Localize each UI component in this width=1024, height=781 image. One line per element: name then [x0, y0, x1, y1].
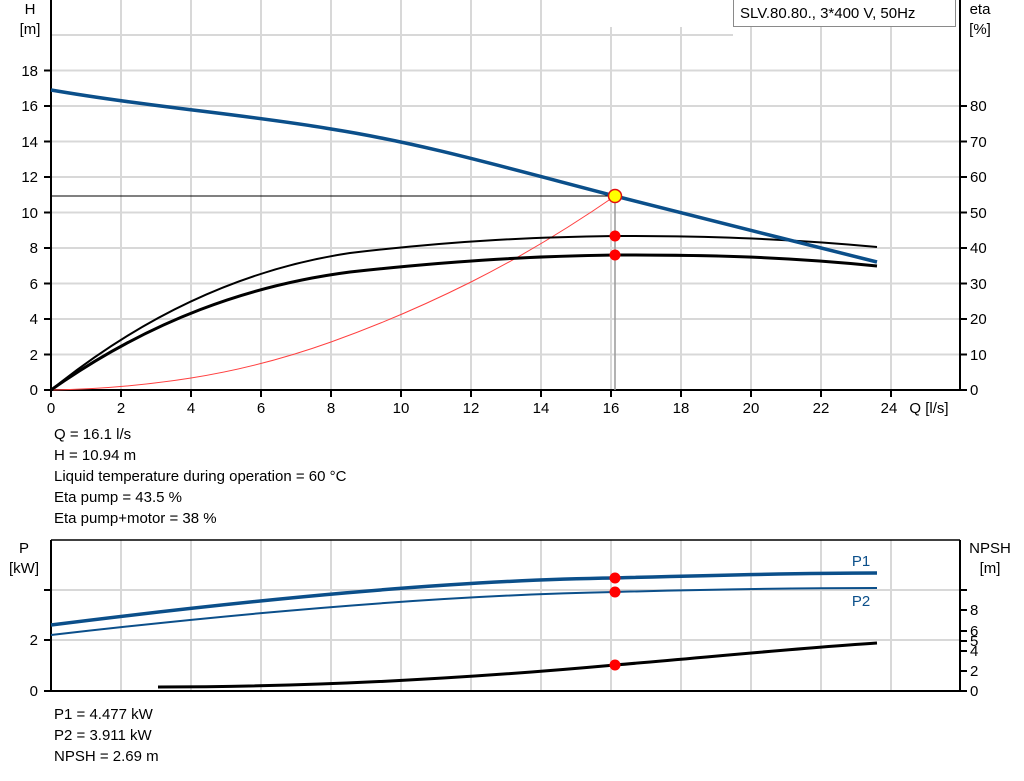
svg-text:14: 14 — [533, 400, 550, 417]
p1-marker — [609, 572, 621, 584]
svg-text:[m]: [m] — [20, 21, 41, 38]
lower-chart-grid — [51, 540, 959, 691]
svg-text:8: 8 — [970, 602, 978, 619]
svg-text:4: 4 — [970, 643, 978, 660]
svg-text:40: 40 — [970, 240, 987, 257]
svg-text:2: 2 — [970, 663, 978, 680]
npsh-marker — [609, 659, 621, 671]
npsh-value: NPSH = 2.69 m — [54, 748, 159, 765]
svg-text:2: 2 — [30, 347, 38, 364]
liquid-temperature: Liquid temperature during operation = 60… — [54, 468, 347, 485]
svg-text:60: 60 — [970, 169, 987, 186]
svg-text:22: 22 — [813, 400, 830, 417]
svg-text:5: 5 — [970, 633, 978, 650]
svg-text:2: 2 — [30, 632, 38, 649]
svg-text:4: 4 — [30, 311, 38, 328]
lower-chart-axes — [44, 539, 967, 692]
p1-label: P1 — [852, 553, 870, 570]
npsh-axis-title: NPSH [m] — [969, 540, 1011, 577]
svg-text:30: 30 — [970, 276, 987, 293]
p-axis-title: P [kW] — [9, 540, 39, 577]
power-info: P1 = 4.477 kW P2 = 3.911 kW NPSH = 2.69 … — [54, 704, 159, 767]
npsh-curve — [157, 641, 878, 689]
p-axis-tick-labels: 0 2 — [30, 632, 38, 700]
npsh-axis-tick-labels: 0 2 4 5 6 8 — [970, 602, 978, 700]
p1-value: P1 = 4.477 kW — [54, 706, 153, 723]
svg-text:16: 16 — [603, 400, 620, 417]
svg-text:12: 12 — [463, 400, 480, 417]
series-labels: P1 P2 — [852, 553, 870, 610]
p2-label: P2 — [852, 593, 870, 610]
upper-chart-grid — [51, 0, 959, 390]
q-axis-tick-labels: 0 2 4 6 8 10 12 14 16 18 20 22 24 Q [l/s… — [47, 400, 949, 417]
svg-text:Q [l/s]: Q [l/s] — [909, 400, 948, 417]
svg-text:18: 18 — [673, 400, 690, 417]
svg-text:4: 4 — [187, 400, 195, 417]
h-pump-curve — [50, 88, 878, 264]
svg-text:6: 6 — [30, 276, 38, 293]
svg-text:12: 12 — [21, 169, 38, 186]
eta-axis-tick-labels: 0 10 20 30 40 50 60 70 80 — [970, 98, 987, 399]
svg-text:20: 20 — [743, 400, 760, 417]
h-axis-tick-labels: 0 2 4 6 8 10 12 14 16 18 — [21, 63, 38, 399]
eta-pump-curve — [50, 234, 878, 391]
svg-text:20: 20 — [970, 311, 987, 328]
head-value: H = 10.94 m — [54, 447, 137, 464]
h-axis-title: H [m] — [20, 1, 41, 38]
svg-text:P: P — [19, 540, 29, 557]
p2-curve — [50, 587, 878, 636]
svg-text:70: 70 — [970, 134, 987, 151]
svg-text:10: 10 — [21, 205, 38, 222]
p1-curve — [50, 571, 878, 627]
flow-value: Q = 16.1 l/s — [54, 426, 132, 443]
eta-axis-title: eta [%] — [969, 1, 991, 38]
duty-point-marker — [607, 188, 623, 204]
operating-point-info: Q = 16.1 l/s H = 10.94 m Liquid temperat… — [54, 424, 346, 529]
svg-text:6: 6 — [970, 623, 978, 640]
svg-text:H: H — [25, 1, 36, 18]
eta-pump-value: Eta pump = 43.5 % — [54, 489, 182, 506]
p2-marker — [609, 586, 621, 598]
svg-text:14: 14 — [21, 134, 38, 151]
system-curve — [50, 195, 616, 391]
p2-value: P2 = 3.911 kW — [54, 727, 152, 744]
svg-text:[kW]: [kW] — [9, 560, 39, 577]
svg-text:8: 8 — [327, 400, 335, 417]
svg-text:10: 10 — [393, 400, 410, 417]
svg-text:0: 0 — [970, 382, 978, 399]
eta-pump-marker — [609, 230, 621, 242]
svg-text:NPSH: NPSH — [969, 540, 1011, 557]
eta-total-marker — [609, 249, 621, 261]
eta-pump-motor-curve — [50, 253, 878, 392]
svg-text:0: 0 — [30, 382, 38, 399]
svg-text:eta: eta — [970, 1, 992, 18]
svg-text:2: 2 — [117, 400, 125, 417]
svg-text:50: 50 — [970, 205, 987, 222]
svg-text:[%]: [%] — [969, 21, 991, 38]
upper-chart-axes — [44, 0, 967, 397]
model-label: SLV.80.80., 3*400 V, 50Hz — [733, 0, 956, 27]
svg-text:0: 0 — [47, 400, 55, 417]
svg-text:18: 18 — [21, 63, 38, 80]
svg-text:0: 0 — [30, 683, 38, 700]
svg-text:0: 0 — [970, 683, 978, 700]
svg-text:6: 6 — [257, 400, 265, 417]
svg-text:24: 24 — [881, 400, 898, 417]
svg-text:[m]: [m] — [980, 560, 1001, 577]
eta-total-value: Eta pump+motor = 38 % — [54, 510, 217, 527]
svg-text:10: 10 — [970, 347, 987, 364]
svg-text:8: 8 — [30, 240, 38, 257]
svg-text:80: 80 — [970, 98, 987, 115]
svg-text:16: 16 — [21, 98, 38, 115]
